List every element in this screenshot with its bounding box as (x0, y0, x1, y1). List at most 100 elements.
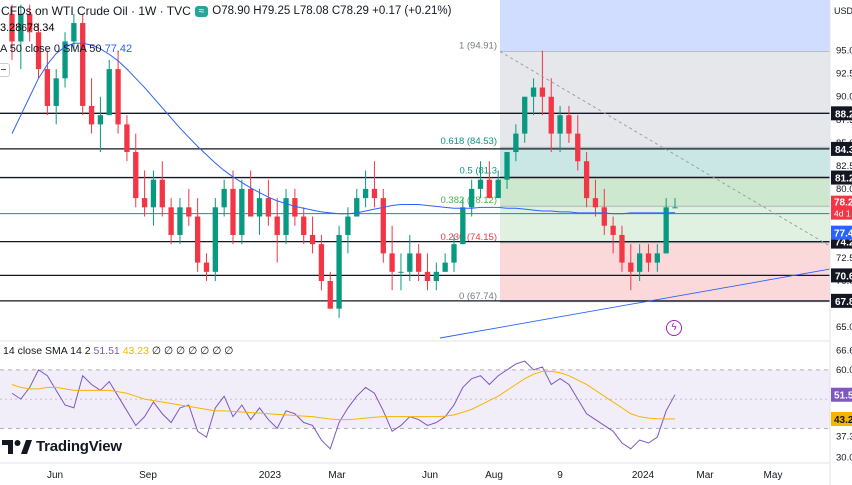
rsi-line (11, 360, 676, 450)
level-price-tag (831, 293, 852, 308)
sma-legend-label: A 50 close 0 SMA 50 (0, 43, 102, 55)
candle-body (424, 271, 431, 282)
candle-body (486, 179, 493, 199)
time-tick-label: May (764, 470, 783, 481)
time-tick-label: Aug (485, 470, 503, 481)
time-tick-label: Jun (422, 470, 438, 481)
candle-body (177, 207, 183, 235)
candle-body (415, 253, 422, 272)
candle-body (636, 253, 643, 272)
candle-body (301, 216, 307, 235)
candle-body (469, 188, 475, 208)
sell-price-button[interactable]: 3.28 (0, 22, 22, 34)
level-price-tag-label: 74.2 (835, 238, 852, 249)
level-price-tag (831, 141, 852, 156)
rsi-tick-label: 60.0 (836, 365, 852, 376)
candle-body (159, 179, 165, 208)
buy-price-button[interactable]: 78.34 (26, 22, 55, 34)
fibonacci-zones: 1 (94.91) 0.618 (84.53) 0.5 (81.3 0.382 (78… (440, 0, 830, 303)
fib-zone-above (500, 0, 830, 52)
candle-body (309, 234, 316, 245)
tradingview-logo: TradingView (2, 437, 122, 455)
sma-legend-value: 77.42 (104, 43, 133, 55)
candle-body (115, 69, 121, 125)
level-price-tag (831, 170, 852, 185)
rsi-legend-trailing: ∅ ∅ ∅ ∅ ∅ ∅ ∅ (151, 345, 234, 357)
candle-body (398, 271, 404, 273)
candle-body (654, 253, 660, 263)
candle-body (460, 207, 466, 245)
candle-body (80, 23, 86, 106)
rsi-pane (0, 340, 830, 450)
sma-price-tag (831, 225, 852, 240)
rsi-legend[interactable]: 14 close SMA 14 2 51.51 43.23 ∅ ∅ ∅ ∅ ∅ … (3, 345, 233, 357)
candle-body (53, 78, 59, 106)
quick-trade-row: 3.28 6 78.34 (0, 22, 55, 34)
rsi-legend-label: 14 close SMA 14 2 (3, 345, 91, 357)
candle-body (97, 115, 104, 125)
candle-body (619, 234, 625, 263)
sma-legend[interactable]: A 50 close 0 SMA 50 77.42 (0, 43, 132, 55)
time-tick-label: 2023 (259, 470, 282, 481)
fib-zone (500, 51, 830, 148)
candle-body (203, 262, 210, 272)
candle-body (389, 253, 395, 272)
indicator-toggle-icon[interactable]: ≈ (194, 5, 209, 17)
fib-level-label: 0 (67.74) (459, 291, 497, 302)
fib-level-label: 0.236 (74.15) (440, 232, 497, 243)
candle-body (133, 152, 139, 199)
candle-body (628, 262, 634, 272)
price-tick-label: 90.00 (836, 92, 852, 103)
price-tick-label: 82.50 (836, 161, 852, 172)
candle-body (557, 115, 563, 134)
candle-body (106, 69, 112, 116)
current-price-tag (831, 195, 852, 220)
price-axis: USD95.0092.5090.0087.585.082.5080.0077.5… (829, 0, 852, 485)
candle-body (168, 207, 174, 235)
level-price-tag-label: 67.8 (835, 297, 852, 308)
chart-header: CFDs on WTI Crude Oil · 1W · TVC ≈ O78.9… (0, 0, 830, 22)
level-price-tag-label: 81.2 (835, 174, 852, 185)
rsi-tick-label: 37.3 (836, 431, 852, 442)
candle-body (248, 188, 254, 217)
fib-level-label: 0.382 (78.12) (440, 195, 497, 206)
candle-body (583, 161, 590, 199)
price-tick-label: 95.00 (836, 46, 852, 57)
ohlc-readout: O78.90 H79.25 L78.08 C78.29 +0.17 (+0.21… (212, 5, 452, 17)
support-trendline (439, 268, 831, 339)
candle-body (575, 133, 581, 162)
price-tick-label: 80.00 (836, 184, 852, 195)
rsi-legend-value: 51.51 (93, 345, 120, 357)
time-axis: Jun Sep 2023 Mar Jun Aug 9 2024 Mar May (0, 462, 830, 481)
collapse-legend-button[interactable] (0, 63, 10, 77)
time-tick-label: Jun (47, 470, 63, 481)
spread-value: 6 (21, 22, 27, 34)
symbol-title[interactable]: CFDs on WTI Crude Oil · 1W · TVC (1, 4, 191, 18)
candle-body (221, 188, 227, 208)
candle-body (477, 179, 484, 189)
candle-body (44, 69, 51, 106)
time-tick-label: Mar (328, 470, 346, 481)
price-tick-label: 65.00 (836, 322, 852, 333)
price-tick-label: 92.50 (836, 69, 852, 80)
candle-body (354, 198, 360, 217)
level-price-tag (831, 106, 852, 121)
candle-body (194, 216, 201, 263)
candle-body (433, 271, 439, 282)
rsi-sma-tag (831, 412, 852, 427)
tradingview-logo-text: TradingView (36, 437, 122, 455)
candle-body (592, 198, 599, 208)
candle-body (672, 207, 678, 209)
candle-body (495, 179, 501, 199)
candle-body (601, 207, 607, 226)
candlesticks (9, 4, 678, 318)
rsi-tick-label: 66.6 (836, 346, 852, 357)
candle-body (150, 179, 157, 208)
overlays (11, 42, 831, 339)
level-price-tag-label: 84.3 (835, 145, 852, 156)
minus-icon (1, 69, 6, 70)
rsi-value-tag-label: 51.5 (834, 391, 852, 402)
candle-body (27, 13, 33, 33)
lightning-event-icon[interactable]: ϟ (666, 320, 682, 336)
